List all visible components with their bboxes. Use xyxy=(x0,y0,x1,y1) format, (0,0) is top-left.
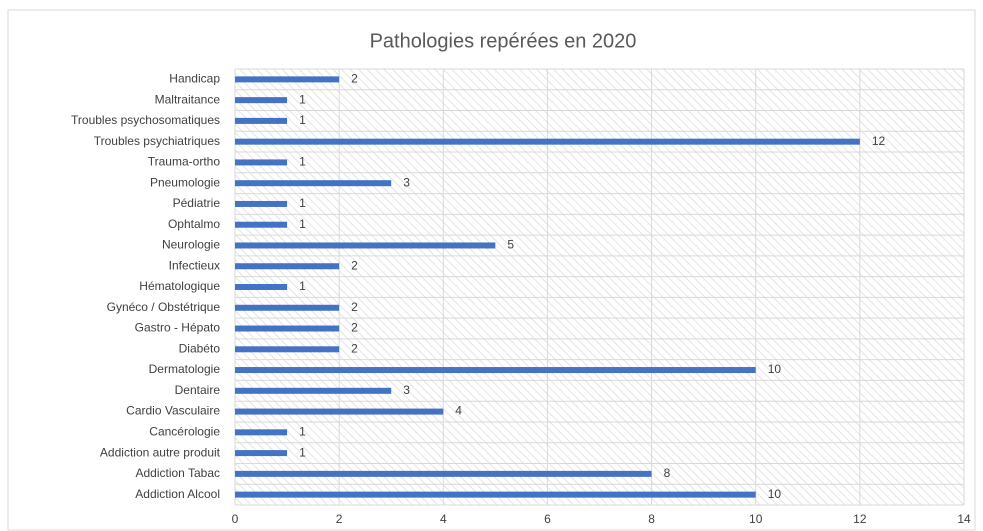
y-tick-label: Addiction Tabac xyxy=(135,466,220,480)
y-tick-label: Addiction Alcool xyxy=(135,487,220,501)
y-tick-label: Ophtalmo xyxy=(168,217,220,231)
bar xyxy=(235,387,392,394)
data-label: 2 xyxy=(351,341,358,355)
bar xyxy=(235,491,756,498)
y-tick-label: Dermatologie xyxy=(149,362,221,376)
bar xyxy=(235,367,756,374)
y-tick-label: Gynéco / Obstétrique xyxy=(107,300,221,314)
data-label: 2 xyxy=(351,258,358,272)
data-label: 1 xyxy=(299,113,306,127)
data-label: 1 xyxy=(299,196,306,210)
data-label: 2 xyxy=(351,321,358,335)
x-tick-label: 2 xyxy=(336,512,343,526)
x-tick-label: 10 xyxy=(749,512,763,526)
data-label: 5 xyxy=(507,238,514,252)
data-label: 1 xyxy=(299,425,306,439)
y-tick-label: Diabéto xyxy=(179,341,221,355)
y-tick-label: Handicap xyxy=(169,72,220,86)
bar xyxy=(235,450,288,457)
data-label: 2 xyxy=(351,300,358,314)
bar xyxy=(235,221,288,228)
data-label: 10 xyxy=(768,487,782,501)
bar xyxy=(235,429,288,436)
y-tick-label: Cardio Vasculaire xyxy=(126,404,220,418)
bar xyxy=(235,200,288,207)
bar xyxy=(235,242,496,249)
x-tick-label: 14 xyxy=(957,512,971,526)
bar xyxy=(235,159,288,166)
y-tick-label: Cancérologie xyxy=(149,425,220,439)
bar xyxy=(235,470,652,477)
y-tick-label: Addiction autre produit xyxy=(100,445,221,459)
data-label: 3 xyxy=(403,175,410,189)
data-label: 1 xyxy=(299,445,306,459)
chart-title: Pathologies repérées en 2020 xyxy=(370,30,637,52)
data-label: 1 xyxy=(299,155,306,169)
data-label: 10 xyxy=(768,362,782,376)
bar xyxy=(235,263,340,270)
data-label: 12 xyxy=(872,134,886,148)
data-label: 3 xyxy=(403,383,410,397)
bar xyxy=(235,76,340,83)
data-label: 1 xyxy=(299,217,306,231)
y-tick-label: Trauma-ortho xyxy=(148,155,221,169)
bar xyxy=(235,325,340,332)
y-tick-label: Maltraitance xyxy=(155,92,221,106)
x-tick-label: 12 xyxy=(853,512,867,526)
bar xyxy=(235,180,392,187)
data-label: 4 xyxy=(455,404,462,418)
data-label: 1 xyxy=(299,279,306,293)
data-label: 1 xyxy=(299,92,306,106)
y-tick-label: Troubles psychosomatiques xyxy=(71,113,220,127)
y-tick-label: Troubles psychiatriques xyxy=(94,134,220,148)
x-tick-label: 8 xyxy=(648,512,655,526)
y-tick-label: Pédiatrie xyxy=(173,196,221,210)
bar xyxy=(235,304,340,311)
y-tick-label: Infectieux xyxy=(169,258,220,272)
bar xyxy=(235,97,288,104)
y-tick-label: Gastro - Hépato xyxy=(135,321,221,335)
y-tick-label: Pneumologie xyxy=(150,175,220,189)
plot-area xyxy=(235,69,964,505)
y-tick-label: Hématologique xyxy=(139,279,220,293)
x-tick-label: 4 xyxy=(440,512,447,526)
y-tick-label: Neurologie xyxy=(162,238,220,252)
data-label: 8 xyxy=(664,466,671,480)
x-tick-label: 6 xyxy=(544,512,551,526)
bar xyxy=(235,138,860,145)
bar xyxy=(235,346,340,353)
data-label: 2 xyxy=(351,72,358,86)
y-tick-label: Dentaire xyxy=(175,383,221,397)
bar xyxy=(235,284,288,290)
x-tick-label: 0 xyxy=(232,512,239,526)
bar xyxy=(235,117,288,124)
bar xyxy=(235,408,444,415)
